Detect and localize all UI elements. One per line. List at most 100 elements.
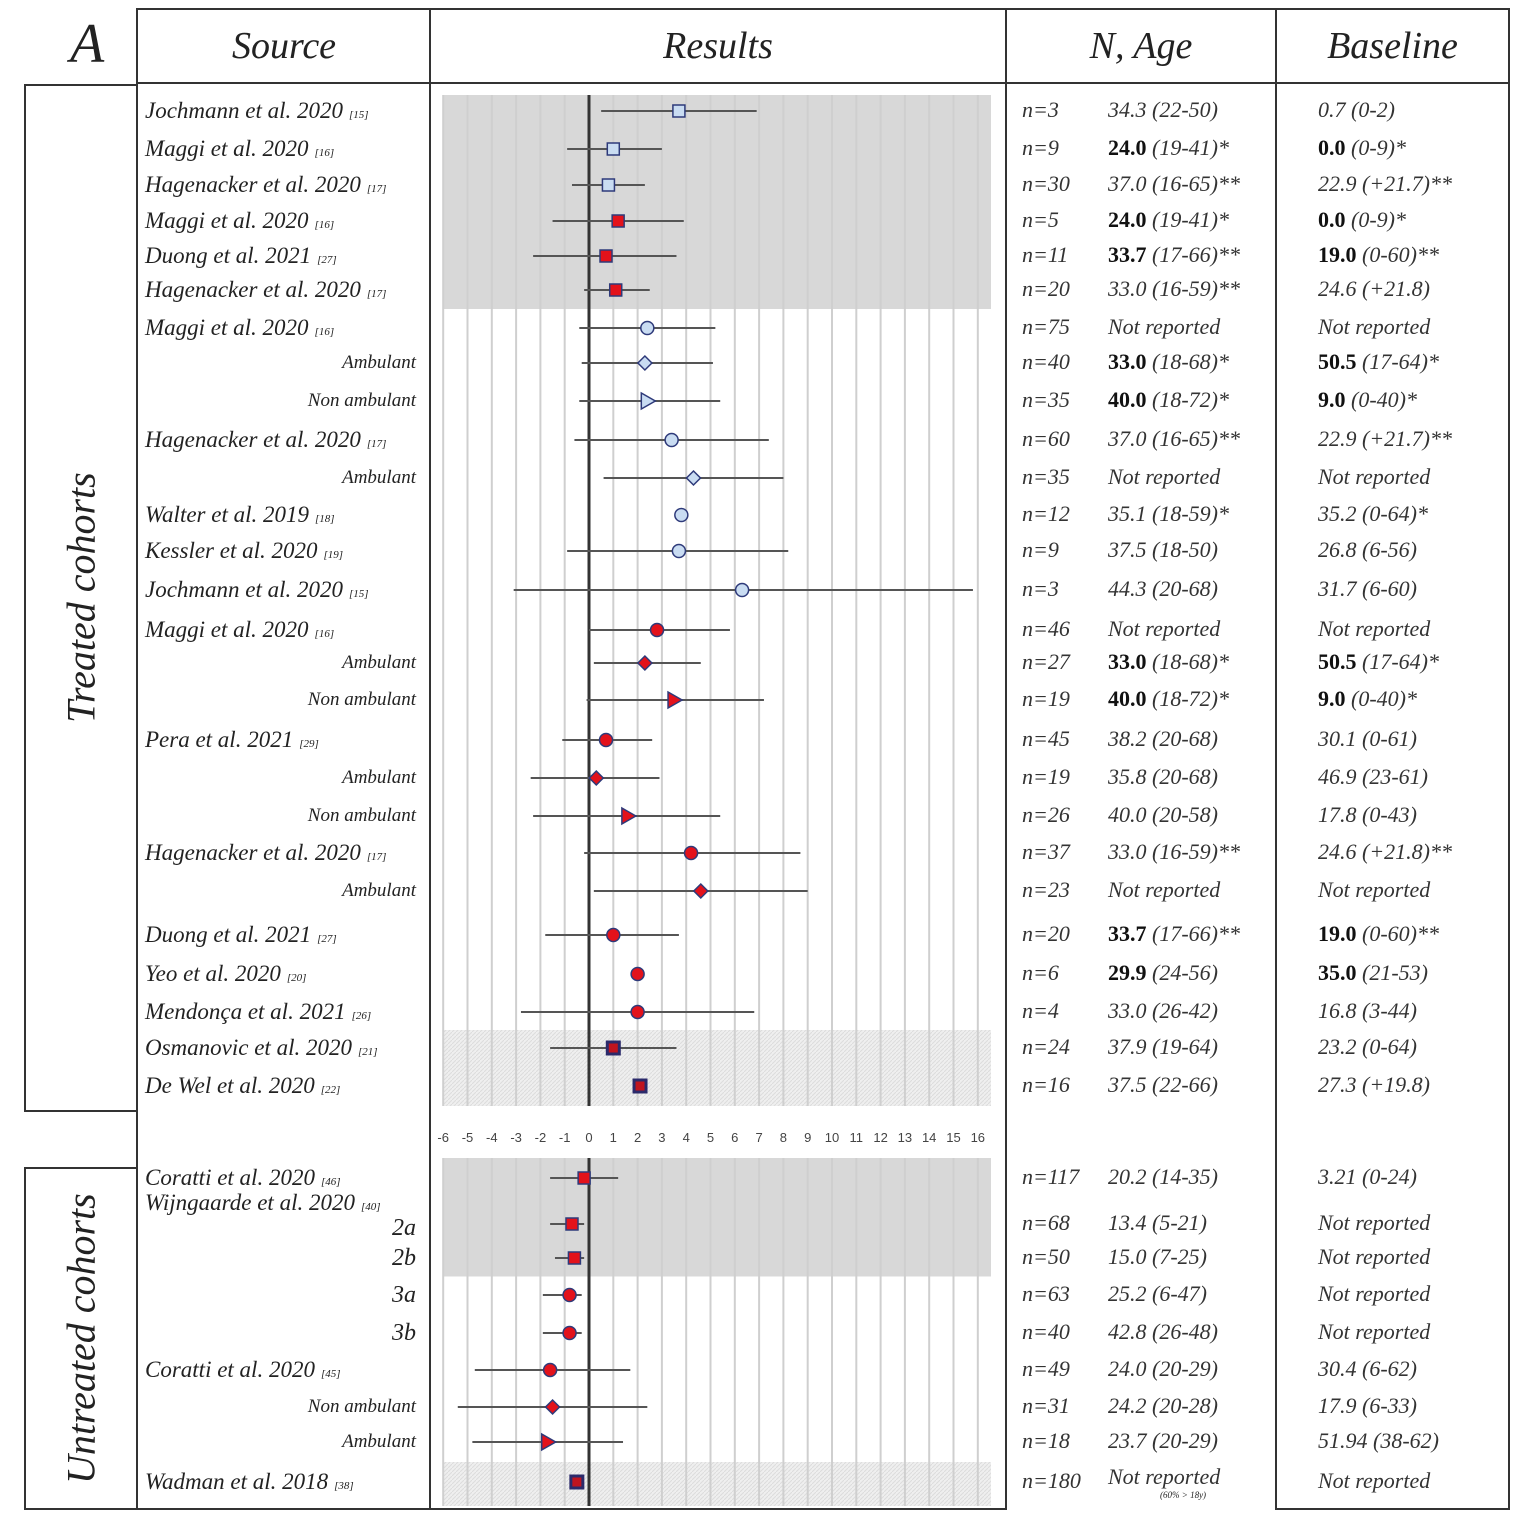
shade-band-hatched — [443, 1030, 991, 1067]
baseline-range: 24.6 (+21.8) — [1318, 276, 1430, 301]
age-range: 35.1 (18-59)* — [1108, 501, 1229, 526]
reference-number: [15] — [349, 588, 369, 600]
baseline-range: 17.9 (6-33) — [1318, 1393, 1417, 1418]
age-range: 23.7 (20-29) — [1108, 1428, 1218, 1453]
shade-band-hatched — [443, 1067, 991, 1106]
baseline-value: 9.0 (0-40)* — [1318, 389, 1417, 411]
header-source: Source — [231, 25, 337, 67]
source-label: Hagenacker et al. 2020 [17] — [145, 173, 386, 196]
source-label: Hagenacker et al. 2020 [17] — [145, 841, 386, 864]
header-baseline: Baseline — [1327, 25, 1458, 67]
source-name: Maggi et al. 2020 — [145, 136, 309, 161]
sample-size: n=68 — [1022, 1210, 1070, 1235]
sample-size: n=46 — [1022, 616, 1070, 641]
baseline-value: 51.94 (38-62) — [1318, 1430, 1439, 1452]
baseline-value: 0.7 (0-2) — [1318, 99, 1395, 121]
age-range: (17-66)** — [1146, 242, 1240, 267]
baseline-value: 30.4 (6-62) — [1318, 1358, 1417, 1380]
age-median: 33.7 — [1108, 242, 1147, 267]
baseline-range: Not reported — [1318, 1210, 1431, 1235]
age-value: 33.0 (18-68)* — [1108, 651, 1229, 673]
subgroup-label: Ambulant — [342, 767, 416, 788]
baseline-range: Not reported — [1318, 314, 1431, 339]
sample-size: n=20 — [1022, 276, 1070, 301]
x-tick-label: 1 — [610, 1130, 617, 1145]
sample-size: n=18 — [1022, 1428, 1070, 1453]
age-median: 29.9 — [1108, 960, 1147, 985]
point-estimate-diamond — [588, 769, 605, 787]
source-label: Hagenacker et al. 2020 [17] — [145, 428, 386, 451]
source-name: Jochmann et al. 2020 — [145, 98, 344, 123]
reference-number: [38] — [334, 1480, 354, 1492]
point-estimate-circle — [640, 320, 655, 336]
age-value: 37.0 (16-65)** — [1108, 428, 1240, 450]
baseline-value: Not reported — [1318, 1283, 1430, 1305]
source-name: Osmanovic et al. 2020 — [145, 1035, 352, 1060]
subgroup-label: Ambulant — [342, 352, 416, 373]
baseline-median: 19.0 — [1318, 921, 1357, 946]
baseline-range: 22.9 (+21.7)** — [1318, 171, 1452, 196]
age-value: 33.7 (17-66)** — [1108, 244, 1240, 266]
point-estimate-circle — [649, 622, 665, 638]
reference-number: [16] — [314, 219, 335, 231]
age-value: 38.2 (20-68) — [1108, 728, 1218, 750]
baseline-range: Not reported — [1318, 1319, 1431, 1344]
point-estimate-triangle — [640, 391, 657, 411]
baseline-value: 22.9 (+21.7)** — [1318, 173, 1452, 195]
source-label: Hagenacker et al. 2020 [17] — [145, 278, 386, 301]
baseline-range: Not reported — [1318, 1281, 1431, 1306]
source-label: Wijngaarde et al. 2020 [40] — [145, 1191, 381, 1214]
reference-number: [27] — [317, 254, 337, 266]
subgroup-label: 3a — [392, 1282, 416, 1308]
age-range: (18-72)* — [1146, 686, 1229, 711]
age-range: 24.2 (20-28) — [1108, 1393, 1218, 1418]
baseline-range: 26.8 (6-56) — [1318, 537, 1417, 562]
x-tick-label: -2 — [535, 1130, 547, 1145]
age-range: 37.0 (16-65)** — [1108, 426, 1240, 451]
age-range: (18-68)* — [1146, 649, 1229, 674]
baseline-range: 35.2 (0-64)* — [1318, 501, 1428, 526]
source-label: Duong et al. 2021 [27] — [145, 244, 337, 267]
point-estimate-diamond — [636, 354, 653, 372]
source-name: Maggi et al. 2020 — [145, 315, 309, 340]
baseline-range: 0.7 (0-2) — [1318, 97, 1395, 122]
reference-number: [22] — [320, 1084, 341, 1096]
x-tick-label: 9 — [804, 1130, 811, 1145]
source-label: De Wel et al. 2020 [22] — [145, 1074, 340, 1097]
source-name: Mendonça et al. 2021 — [145, 999, 346, 1024]
shade-band-grey — [443, 1201, 991, 1241]
baseline-median: 9.0 — [1318, 387, 1346, 412]
baseline-median: 0.0 — [1318, 207, 1346, 232]
baseline-value: Not reported — [1318, 1470, 1430, 1492]
baseline-range: (0-40)* — [1345, 686, 1417, 711]
source-name: Wadman et al. 2018 — [145, 1469, 329, 1494]
point-estimate-square — [567, 1251, 582, 1265]
age-range: 13.4 (5-21) — [1108, 1210, 1207, 1235]
point-estimate-diamond — [685, 469, 702, 487]
sample-size: n=27 — [1022, 649, 1070, 674]
point-estimate-circle — [606, 927, 621, 943]
age-value: 33.0 (16-59)** — [1108, 841, 1240, 863]
sample-size: n=12 — [1022, 501, 1070, 526]
sample-size: n=35 — [1022, 387, 1070, 412]
baseline-range: 30.4 (6-62) — [1318, 1356, 1417, 1381]
baseline-range: 27.3 (+19.8) — [1318, 1072, 1430, 1097]
age-value: 24.0 (19-41)* — [1108, 209, 1229, 231]
x-tick-label: 13 — [898, 1130, 912, 1145]
sample-size: n=35 — [1022, 464, 1070, 489]
age-value: 34.3 (22-50) — [1108, 99, 1218, 121]
sample-size: n=49 — [1022, 1356, 1070, 1381]
point-estimate-diamond — [544, 1398, 561, 1416]
baseline-column — [1275, 8, 1510, 1510]
reference-number: [17] — [366, 851, 387, 863]
x-tick-label: 2 — [634, 1130, 641, 1145]
source-label: Wadman et al. 2018 [38] — [145, 1470, 354, 1493]
age-range: (18-68)* — [1146, 349, 1229, 374]
x-tick-label: -1 — [559, 1130, 571, 1145]
baseline-range: Not reported — [1318, 877, 1431, 902]
baseline-value: 27.3 (+19.8) — [1318, 1074, 1430, 1096]
x-tick-label: 6 — [731, 1130, 738, 1145]
age-value: Not reported — [1108, 879, 1220, 901]
baseline-value: 31.7 (6-60) — [1318, 578, 1417, 600]
age-range: Not reported — [1108, 314, 1221, 339]
